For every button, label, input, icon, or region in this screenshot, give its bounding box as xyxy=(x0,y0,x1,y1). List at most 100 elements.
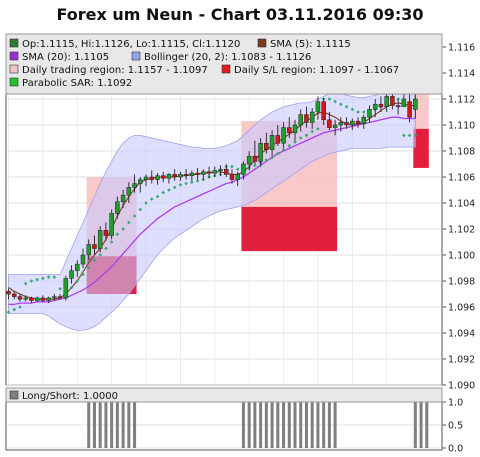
legend-swatch-trading-region xyxy=(9,64,19,74)
sar-point xyxy=(184,181,188,186)
bollinger-band-fill xyxy=(8,90,416,331)
candle xyxy=(138,177,143,193)
sar-point xyxy=(98,253,102,257)
sar-point xyxy=(407,133,412,138)
candle xyxy=(332,119,338,136)
long-short-bar xyxy=(419,402,423,448)
candle-body xyxy=(52,296,57,299)
candle-body xyxy=(92,244,97,249)
candle xyxy=(229,169,235,184)
sar-point xyxy=(132,214,137,218)
candle-body xyxy=(321,101,326,121)
candle-body xyxy=(149,176,154,180)
candle xyxy=(246,151,252,171)
candle xyxy=(160,171,166,183)
candle xyxy=(178,171,183,181)
chart-title: Forex um Neun - Chart 03.11.2016 09:30 xyxy=(56,5,423,24)
candle xyxy=(69,265,74,284)
long-short-bars xyxy=(87,402,429,448)
candle xyxy=(183,169,189,180)
candle-body xyxy=(115,201,120,214)
sar-point xyxy=(235,167,240,171)
candle-body xyxy=(407,101,412,118)
candle xyxy=(292,119,298,141)
candle xyxy=(46,296,51,304)
long-short-bar xyxy=(413,402,417,448)
candle-body xyxy=(69,270,74,279)
candle-body xyxy=(327,119,332,128)
sar-point xyxy=(52,275,57,279)
candle-body xyxy=(378,103,384,108)
y-tick-label: 1.096 xyxy=(448,303,475,314)
candle-body xyxy=(395,105,401,108)
sub-legend: Long/Short: 1.0000 xyxy=(5,387,443,403)
candle-body xyxy=(390,96,395,106)
candlesticks xyxy=(6,80,418,304)
candle-body xyxy=(126,187,132,196)
y-tick-label: 1.090 xyxy=(448,381,475,392)
candle xyxy=(223,164,229,177)
sar-point xyxy=(92,258,97,262)
candle-body xyxy=(401,98,407,108)
sar-point xyxy=(310,129,314,134)
candle-body xyxy=(218,168,223,171)
candle-body xyxy=(6,291,11,295)
candle xyxy=(34,296,40,302)
y-tick-label: 1.108 xyxy=(448,147,475,158)
legend-label-long-short: Long/Short: 1.0000 xyxy=(22,391,118,402)
candle xyxy=(258,138,263,167)
candle-body xyxy=(258,142,263,162)
sar-point xyxy=(264,158,269,162)
candle-body xyxy=(344,122,349,126)
candle xyxy=(218,165,223,176)
legend-swatch-bollinger xyxy=(131,51,141,61)
legend-swatch-sar xyxy=(9,77,19,87)
candle-body xyxy=(298,114,303,126)
candle-body xyxy=(86,244,91,256)
sar-point xyxy=(287,144,292,148)
candle-body xyxy=(160,175,166,179)
sar-point xyxy=(12,307,17,312)
candle xyxy=(327,112,332,131)
sar-point xyxy=(413,133,418,138)
y-tick-label: 1.110 xyxy=(448,121,475,132)
candle xyxy=(189,170,195,181)
candle-body xyxy=(264,142,269,150)
candle-body xyxy=(281,127,286,144)
candle xyxy=(315,96,321,120)
long-short-bar xyxy=(247,402,251,448)
candle-body xyxy=(304,114,309,123)
candle xyxy=(132,174,137,193)
sar-point xyxy=(35,277,39,282)
legend-label-sma5: SMA (5): 1.1115 xyxy=(270,39,351,50)
candle xyxy=(63,275,69,301)
candle-body xyxy=(155,175,160,180)
legend-label-sar: Parabolic SAR: 1.1092 xyxy=(22,78,132,89)
candle-body xyxy=(229,174,235,180)
candle-body xyxy=(384,96,389,108)
long-short-axis: 0.0 0.5 1.0 xyxy=(442,398,463,455)
candle xyxy=(275,125,281,146)
y-tick-label: 1.094 xyxy=(448,329,475,340)
y-tick-label: 1.114 xyxy=(448,69,475,80)
candle xyxy=(92,235,97,255)
long-short-bar xyxy=(282,402,286,448)
candle-body xyxy=(223,168,229,175)
legend-label-sl-region: Daily S/L region: 1.1097 - 1.1067 xyxy=(234,65,399,76)
candle xyxy=(103,222,109,241)
legend-box xyxy=(5,33,443,95)
y-tick-label: 0.0 xyxy=(448,444,463,455)
sar-point xyxy=(339,102,343,106)
long-short-bar xyxy=(322,402,326,448)
long-short-bar xyxy=(104,402,108,448)
long-short-bar xyxy=(87,402,91,448)
candle xyxy=(120,190,126,209)
candle xyxy=(80,248,86,268)
legend-swatch-long-short xyxy=(9,390,19,400)
sar-point xyxy=(155,194,160,199)
candle-body xyxy=(269,135,275,150)
candle-body xyxy=(46,297,51,301)
sar-point xyxy=(316,127,320,131)
long-short-bar xyxy=(276,402,280,448)
